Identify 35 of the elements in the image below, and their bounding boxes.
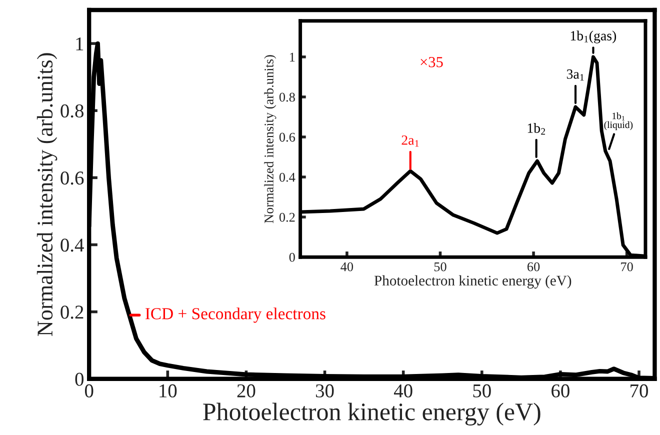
y-axis-title: Normalized intensity (arb.units) bbox=[36, 53, 58, 336]
y-tick-label: 0.8 bbox=[279, 92, 295, 102]
x-tick-label: 70 bbox=[621, 262, 633, 272]
y-tick-label: 0.2 bbox=[279, 212, 295, 222]
x-tick-label: 30 bbox=[316, 384, 334, 398]
x-tick-label: 60 bbox=[552, 384, 570, 398]
x-tick-label: 40 bbox=[394, 384, 412, 398]
y-tick-label: 0.2 bbox=[60, 306, 84, 319]
annotation: 3a$_{1}$ bbox=[566, 69, 584, 81]
y-tick-label: 0 bbox=[289, 252, 295, 262]
y-tick-label: 0.6 bbox=[279, 132, 296, 142]
y-tick-label: 0.4 bbox=[60, 238, 84, 252]
annotation: 1b$_{1}$ (liquid) bbox=[604, 112, 633, 130]
x-tick-label: 60 bbox=[528, 262, 540, 272]
annotation: 2a$_{1}$ bbox=[402, 135, 419, 147]
annotation: 1b$_{1}$(gas) bbox=[570, 30, 616, 44]
x-axis-title: Photoelectron kinetic energy (eV) bbox=[203, 402, 540, 426]
annotation: ×35 bbox=[420, 56, 443, 68]
annotation: 1b$_{2}$ bbox=[528, 123, 545, 135]
x-tick-label: 50 bbox=[434, 262, 446, 272]
x-tick-label: 50 bbox=[473, 384, 491, 398]
y-axis-title: Normalized intensity (arb.units) bbox=[264, 55, 276, 224]
x-tick-label: 10 bbox=[160, 384, 177, 398]
y-tick-label: 0 bbox=[75, 372, 84, 386]
y-tick-label: 0.6 bbox=[60, 171, 84, 185]
x-axis-title: Photoelectron kinetic energy (eV) bbox=[374, 275, 572, 289]
annotation: ICD + Secondary electrons bbox=[145, 308, 326, 323]
y-tick-label: 0.8 bbox=[60, 104, 84, 118]
y-tick-label: 0.4 bbox=[279, 172, 296, 182]
y-tick-label: 1 bbox=[76, 37, 84, 50]
x-tick-label: 20 bbox=[237, 384, 256, 398]
x-tick-label: 0 bbox=[84, 384, 94, 398]
x-tick-label: 40 bbox=[340, 262, 354, 272]
y-tick-label: 1 bbox=[290, 52, 295, 62]
x-tick-label: 70 bbox=[630, 384, 648, 398]
